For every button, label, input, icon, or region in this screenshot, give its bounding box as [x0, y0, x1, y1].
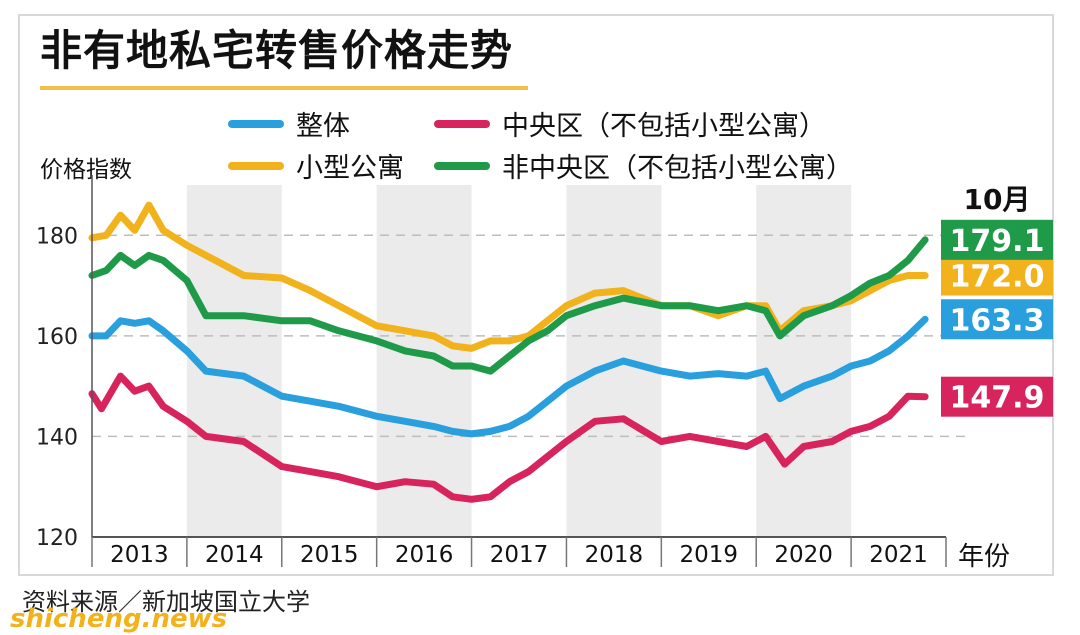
- legend-swatch-shoebox: [228, 161, 284, 170]
- end-label-box-1: [941, 219, 1053, 260]
- legend-label-central: 中央区（不包括小型公寓）: [502, 111, 826, 142]
- year-bands: [186, 185, 852, 537]
- x-tick-2017: 2017: [490, 542, 549, 568]
- series-line-1: [88, 236, 929, 375]
- x-tick-2013: 2013: [110, 542, 169, 568]
- y-tick-180: 180: [36, 224, 78, 249]
- end-label-0: 172.0: [950, 260, 1045, 295]
- x-tick-2015: 2015: [300, 542, 359, 568]
- legend-swatch-central: [434, 119, 490, 128]
- x-tick-2014: 2014: [205, 542, 264, 568]
- legend-label-shoebox: 小型公寓: [296, 153, 404, 184]
- y-axis-label: 价格指数: [40, 157, 132, 183]
- x-tick-2016: 2016: [395, 542, 454, 568]
- year-band-2020: [756, 185, 852, 537]
- source-note: 资料来源／新加坡国立大学: [22, 588, 310, 616]
- legend-item-shoebox: 小型公寓: [228, 146, 404, 185]
- series-line-2: [88, 315, 929, 438]
- x-axis-unit: 年份: [958, 542, 1011, 572]
- title-underline: [40, 86, 528, 90]
- end-month-label: 10月: [963, 183, 1031, 216]
- series-lines: [88, 201, 929, 503]
- legend-label-overall: 整体: [296, 111, 350, 142]
- year-band-2014: [186, 185, 282, 537]
- x-tick-2020: 2020: [774, 542, 833, 568]
- x-axis: 2013 2014 2015 2016 2017 2018 2019 2020 2021: [91, 175, 947, 568]
- x-tick-2018: 2018: [585, 542, 644, 568]
- legend-label-non-central: 非中央区（不包括小型公寓）: [502, 153, 853, 184]
- end-label-3: 147.9: [950, 381, 1045, 416]
- legend-item-central: 中央区（不包括小型公寓）: [434, 104, 826, 143]
- legend-swatch-non-central: [434, 161, 490, 170]
- y-ticks: 120 140 160 180: [36, 224, 78, 551]
- x-tick-2019: 2019: [680, 542, 739, 568]
- end-label-box-2: [941, 299, 1053, 340]
- chart-title: 非有地私宅转售价格走势: [40, 26, 514, 75]
- y-tick-160: 160: [36, 325, 78, 350]
- legend-item-overall: 整体: [228, 104, 350, 143]
- legend-swatch-overall: [228, 119, 284, 128]
- y-tick-120: 120: [36, 526, 78, 551]
- x-tick-2021: 2021: [869, 542, 928, 568]
- end-label-box-0: [941, 255, 1053, 296]
- series-line-3: [88, 372, 929, 503]
- legend-item-non-central: 非中央区（不包括小型公寓）: [434, 146, 853, 185]
- end-label-2: 163.3: [950, 303, 1045, 338]
- end-label-box-3: [941, 376, 1053, 417]
- series-line-0: [88, 201, 929, 352]
- end-label-1: 179.1: [950, 224, 1045, 259]
- y-tick-140: 140: [36, 425, 78, 450]
- year-band-2016: [376, 185, 472, 537]
- watermark-text: shicheng.news: [10, 604, 228, 634]
